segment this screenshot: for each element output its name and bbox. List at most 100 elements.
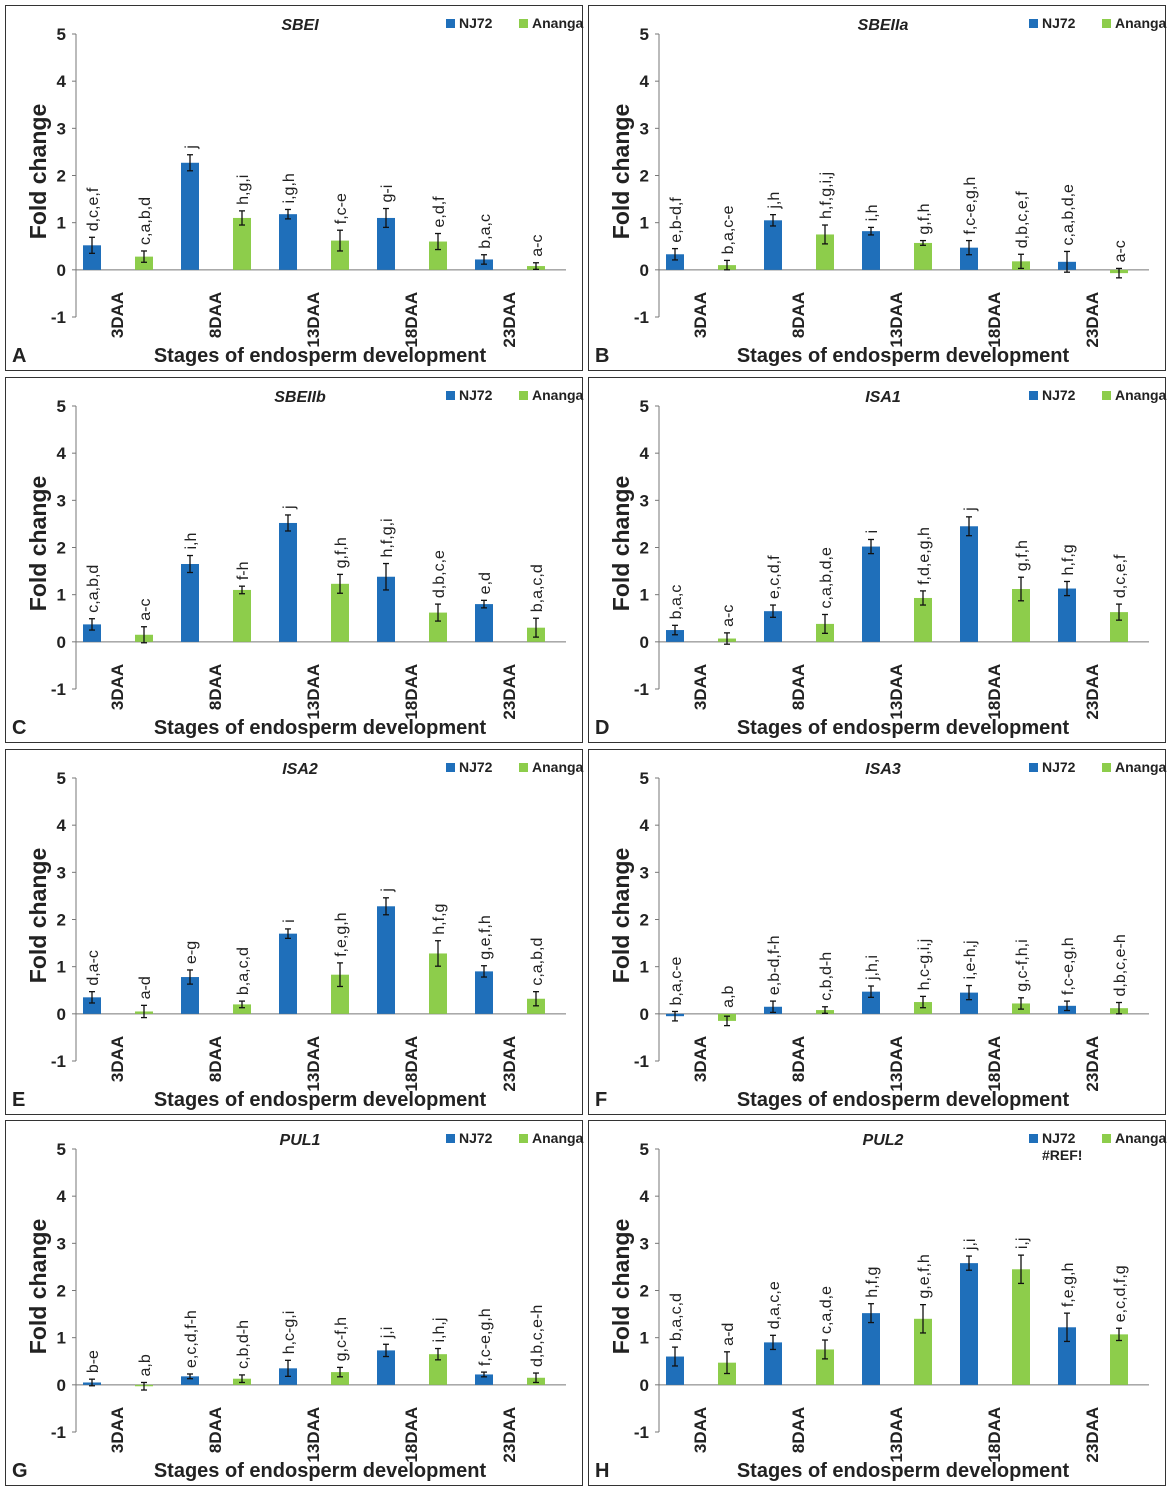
significance-label: i,j bbox=[1014, 1238, 1031, 1250]
y-tick-label: 3 bbox=[57, 1234, 66, 1253]
significance-label: c,a,b,d,e bbox=[818, 547, 835, 608]
significance-label: d,c,e,f bbox=[1112, 554, 1129, 598]
chart-svg: -1 0 1 2 3 4 5 Fold change ISA1 NJ72 Ananga b,a,c a-… bbox=[595, 387, 1167, 739]
legend-swatch bbox=[1029, 1134, 1038, 1143]
bar-nj72-18daa bbox=[960, 526, 978, 642]
legend-label: Ananga bbox=[1115, 387, 1167, 403]
legend-swatch bbox=[519, 763, 528, 772]
significance-label: g,e,f,h bbox=[916, 1254, 933, 1298]
chart-title: ISA1 bbox=[865, 389, 901, 406]
significance-label: f,c-e,g,h bbox=[962, 177, 979, 235]
legend-label: NJ72 bbox=[459, 15, 493, 31]
y-tick-label: 5 bbox=[640, 397, 649, 416]
legend-label: NJ72 bbox=[1042, 15, 1076, 31]
bar-ananga-8daa bbox=[816, 234, 834, 270]
panel-letter: D bbox=[595, 717, 609, 739]
x-tick-label: 13DAA bbox=[887, 1407, 906, 1463]
x-tick-label: 18DAA bbox=[402, 292, 421, 348]
bar-nj72-18daa bbox=[960, 992, 978, 1014]
bar-ananga-13daa bbox=[331, 583, 349, 642]
legend-swatch bbox=[446, 763, 455, 772]
x-tick-label: 23DAA bbox=[500, 292, 519, 348]
panel-letter: B bbox=[595, 345, 609, 367]
legend-label: NJ72 bbox=[459, 1130, 493, 1146]
significance-label: f-h bbox=[235, 562, 252, 581]
bar-nj72-13daa bbox=[862, 1313, 880, 1385]
y-tick-label: 1 bbox=[640, 214, 649, 233]
y-tick-label: 4 bbox=[57, 72, 67, 91]
bar-ananga-23daa bbox=[1110, 612, 1128, 642]
y-tick-label: 3 bbox=[57, 119, 66, 138]
legend-swatch bbox=[1029, 19, 1038, 28]
y-tick-label: 4 bbox=[57, 444, 67, 463]
bar-nj72-23daa bbox=[475, 604, 493, 642]
chart-svg: -1 0 1 2 3 4 5 Fold change SBEIIa NJ72 Ananga e,b-d… bbox=[595, 15, 1167, 367]
bar-ananga-8daa bbox=[233, 217, 251, 270]
chart-title: PUL1 bbox=[280, 1132, 321, 1149]
bar-nj72-18daa bbox=[960, 1263, 978, 1385]
bar-nj72-23daa bbox=[475, 1374, 493, 1385]
significance-label: j,h,i bbox=[864, 955, 881, 981]
legend-label: Ananga bbox=[532, 387, 584, 403]
x-tick-label: 8DAA bbox=[206, 1036, 225, 1082]
legend-swatch bbox=[1029, 763, 1038, 772]
panel-letter: E bbox=[12, 1089, 25, 1111]
chart-svg: -1 0 1 2 3 4 5 Fold change ISA3 NJ72 Ananga b,a,c-e… bbox=[595, 759, 1167, 1111]
significance-label: j bbox=[183, 145, 200, 150]
x-axis-title: Stages of endosperm development bbox=[154, 345, 487, 367]
chart-svg: -1 0 1 2 3 4 5 Fold change PUL1 NJ72 Ananga b-e a,b 3… bbox=[12, 1130, 584, 1482]
significance-label: a-c bbox=[1112, 240, 1129, 262]
y-tick-label: 0 bbox=[57, 1376, 66, 1395]
significance-label: a-c bbox=[137, 599, 154, 621]
y-tick-label: 4 bbox=[57, 816, 67, 835]
x-tick-label: 3DAA bbox=[108, 1407, 127, 1453]
chart-svg: -1 0 1 2 3 4 5 Fold change SBEIIb NJ72 Ananga c,a,b… bbox=[12, 387, 584, 739]
significance-label: c,a,b,d bbox=[137, 197, 154, 245]
significance-label: g,e,f,h bbox=[477, 915, 494, 959]
bar-ananga-13daa bbox=[331, 240, 349, 270]
y-axis-title: Fold change bbox=[25, 848, 51, 983]
y-tick-label: 2 bbox=[640, 539, 649, 558]
significance-label: b-e bbox=[85, 1350, 102, 1373]
bar-nj72-13daa bbox=[279, 214, 297, 270]
x-tick-label: 13DAA bbox=[304, 1036, 323, 1092]
x-axis-title: Stages of endosperm development bbox=[154, 717, 487, 739]
x-tick-label: 18DAA bbox=[985, 1407, 1004, 1463]
bar-nj72-23daa bbox=[475, 971, 493, 1014]
y-axis-title: Fold change bbox=[608, 476, 634, 611]
legend-swatch bbox=[1102, 1134, 1111, 1143]
significance-label: g-i bbox=[379, 185, 396, 203]
significance-label: i bbox=[864, 530, 881, 534]
x-tick-label: 3DAA bbox=[108, 664, 127, 710]
chart-svg: -1 0 1 2 3 4 5 Fold change PUL2 NJ72 Ananga #REF! b,… bbox=[595, 1130, 1167, 1482]
bar-ananga-18daa bbox=[429, 953, 447, 1014]
bar-ananga-18daa bbox=[429, 612, 447, 642]
x-tick-label: 18DAA bbox=[985, 664, 1004, 720]
y-tick-label: 1 bbox=[57, 1329, 66, 1348]
bar-nj72-8daa bbox=[181, 162, 199, 270]
significance-label: i,g,h bbox=[281, 173, 298, 203]
bar-ananga-23daa bbox=[1110, 1334, 1128, 1385]
chart-panel-h: -1 0 1 2 3 4 5 Fold change PUL2 NJ72 Ananga #REF! b,… bbox=[588, 1120, 1167, 1486]
significance-label: g,f,h bbox=[916, 203, 933, 234]
chart-title: PUL2 bbox=[863, 1132, 904, 1149]
y-tick-label: 3 bbox=[57, 491, 66, 510]
y-tick-label: -1 bbox=[51, 308, 66, 327]
significance-label: a-c bbox=[720, 605, 737, 627]
y-tick-label: 5 bbox=[57, 769, 66, 788]
x-tick-label: 13DAA bbox=[887, 1036, 906, 1092]
significance-label: c,a,b,d bbox=[85, 565, 102, 613]
significance-label: b,a,c-e bbox=[720, 205, 737, 254]
chart-title: SBEIIb bbox=[274, 389, 326, 406]
y-tick-label: -1 bbox=[634, 680, 649, 699]
x-tick-label: 13DAA bbox=[887, 664, 906, 720]
significance-label: f,c-e,g,h bbox=[477, 1308, 494, 1366]
x-tick-label: 3DAA bbox=[691, 1036, 710, 1082]
bar-nj72-3daa bbox=[83, 624, 101, 642]
y-tick-label: 3 bbox=[640, 863, 649, 882]
x-tick-label: 23DAA bbox=[1083, 292, 1102, 348]
chart-title: SBEIIa bbox=[858, 17, 909, 34]
y-tick-label: 5 bbox=[640, 1140, 649, 1159]
significance-label: d,b,c,e,f bbox=[1014, 191, 1031, 248]
significance-label: b,a,c bbox=[668, 585, 685, 620]
